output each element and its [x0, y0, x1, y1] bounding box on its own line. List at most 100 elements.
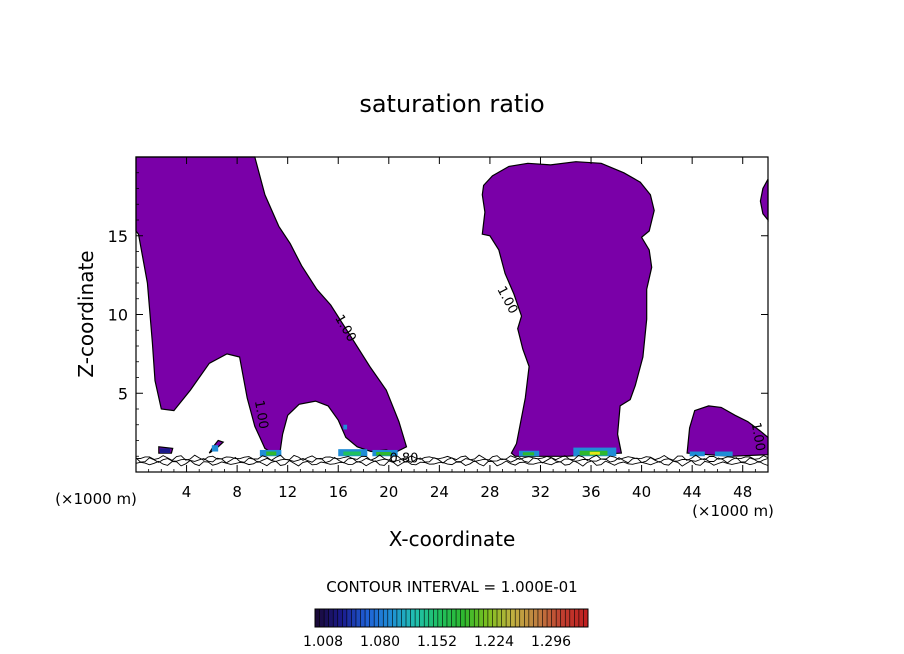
colorbar-segment	[574, 609, 580, 627]
contour-cell	[343, 424, 348, 430]
colorbar-tick-label: 1.296	[531, 634, 571, 650]
colorbar-segment	[428, 609, 434, 627]
contour-cell	[343, 451, 361, 456]
colorbar-segment	[487, 609, 493, 627]
y-tick-label: 5	[118, 384, 128, 403]
colorbar-segment	[360, 609, 366, 627]
contour-cell	[714, 451, 733, 457]
colorbar-tick-label: 1.008	[303, 634, 343, 650]
contour-cell	[160, 448, 171, 454]
colorbar-segment	[442, 609, 448, 627]
colorbar-segment	[537, 609, 543, 627]
colorbar-segment	[469, 609, 475, 627]
y-tick-label: 15	[108, 227, 128, 246]
colorbar-segment	[524, 609, 530, 627]
colorbar-segment	[446, 609, 452, 627]
x-tick-label: 16	[329, 483, 348, 501]
x-tick-label: 48	[733, 483, 752, 501]
y-tick-label: 10	[108, 306, 128, 325]
colorbar-segment	[365, 609, 371, 627]
colorbar-segment	[451, 609, 457, 627]
colorbar-segment	[501, 609, 507, 627]
colorbar-segment	[556, 609, 562, 627]
contour-region	[135, 156, 408, 454]
colorbar-segment	[465, 609, 471, 627]
contour-label: 1.00	[748, 421, 768, 452]
colorbar-segment	[560, 609, 566, 627]
colorbar-segment	[392, 609, 398, 627]
colorbar-segment	[497, 609, 503, 627]
colorbar-segment	[424, 609, 430, 627]
colorbar-segment	[419, 609, 425, 627]
colorbar-segment	[406, 609, 412, 627]
y-axis-label: Z-coordinate	[74, 250, 98, 377]
y-axis: 5 10 15	[108, 172, 768, 457]
colorbar-segment	[569, 609, 575, 627]
colorbar-segment	[515, 609, 521, 627]
cells-layer	[160, 424, 733, 457]
colorbar-tick-label: 1.152	[417, 634, 457, 650]
x-axis-label: X-coordinate	[389, 527, 516, 551]
colorbar-segment	[583, 609, 589, 627]
surface-contour-line	[135, 454, 769, 462]
contour-cell	[211, 445, 219, 452]
contour-label: 0.80	[389, 452, 418, 467]
colorbar-segment	[519, 609, 525, 627]
colorbar-segment	[528, 609, 534, 627]
colorbar-segment	[460, 609, 466, 627]
colorbar-segment	[383, 609, 389, 627]
legend-tick-labels: 1.008 1.080 1.152 1.224 1.296	[303, 634, 571, 650]
colorbar-segment	[547, 609, 553, 627]
x-tick-label: 40	[632, 483, 651, 501]
colorbar-segment	[355, 609, 361, 627]
colorbar-segment	[396, 609, 402, 627]
x-tick-label: 4	[182, 483, 192, 501]
colorbar-segment	[456, 609, 462, 627]
contour-cell	[689, 451, 705, 457]
chart-title: saturation ratio	[359, 90, 544, 118]
x-tick-label: 32	[531, 483, 550, 501]
colorbar-segment	[533, 609, 539, 627]
x-tick-label: 8	[232, 483, 242, 501]
surface-contour-line	[135, 459, 769, 467]
colorbar-segment	[324, 609, 330, 627]
contour-cell	[266, 451, 277, 456]
colorbar-segment	[337, 609, 343, 627]
colorbar-segment	[478, 609, 484, 627]
contour-region	[686, 405, 769, 457]
colorbar-segment	[542, 609, 548, 627]
contour-cell	[589, 451, 600, 455]
colorbar-segment	[565, 609, 571, 627]
colorbar-segment	[483, 609, 489, 627]
colorbar-segment	[369, 609, 375, 627]
x-tick-label: 36	[581, 483, 600, 501]
legend-title: CONTOUR INTERVAL = 1.000E-01	[326, 578, 577, 596]
colorbar-segment	[401, 609, 407, 627]
x-tick-label: 24	[430, 483, 449, 501]
x-unit-left: (×1000 m)	[55, 490, 137, 508]
x-tick-label: 12	[278, 483, 297, 501]
legend-colorbar	[314, 608, 589, 628]
x-axis: 4 8 12 16 20 24 28 32 36 40 44 48	[148, 157, 769, 501]
colorbar-segment	[551, 609, 557, 627]
colorbar-tick-label: 1.224	[474, 634, 514, 650]
colorbar-segment	[415, 609, 421, 627]
colorbar-segment	[342, 609, 348, 627]
x-tick-label: 20	[379, 483, 398, 501]
x-tick-label: 44	[683, 483, 702, 501]
colorbar-segment	[474, 609, 480, 627]
contour-region	[481, 161, 655, 457]
colorbar-segment	[319, 609, 325, 627]
plot-area: 1.001.001.001.000.80	[135, 156, 769, 473]
x-unit-right: (×1000 m)	[692, 502, 774, 520]
colorbar-segment	[378, 609, 384, 627]
colorbar-segment	[433, 609, 439, 627]
colorbar-segment	[437, 609, 443, 627]
colorbar-segment	[410, 609, 416, 627]
contour-cell	[376, 451, 392, 456]
surface-contours	[135, 454, 769, 467]
colorbar-segment	[506, 609, 512, 627]
colorbar-frame	[314, 608, 589, 628]
colorbar-segment	[387, 609, 393, 627]
